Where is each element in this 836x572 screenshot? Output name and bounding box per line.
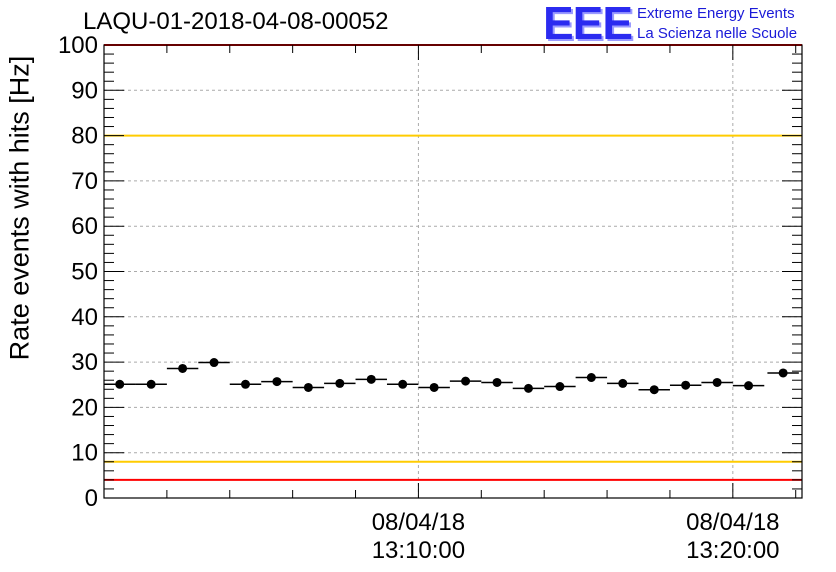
data-point (240, 379, 250, 389)
data-point (744, 381, 754, 391)
y-tick-label: 10 (71, 440, 98, 467)
y-tick-label: 20 (71, 394, 98, 421)
plot-frame (103, 44, 803, 499)
tick-labels: 010203040506070809010008/04/1813:10:0008… (58, 32, 780, 564)
y-tick-label: 90 (71, 77, 98, 104)
data-point (555, 382, 565, 392)
data-point (681, 380, 691, 390)
data-point (209, 358, 219, 368)
data-point (618, 378, 628, 388)
logo-line-1: Extreme Energy Events (637, 5, 795, 22)
data-point (712, 377, 722, 387)
eee-logo-mark: EEE (543, 0, 633, 49)
data-point (272, 377, 282, 387)
data-point (398, 379, 408, 389)
data-point (115, 379, 125, 389)
data-point (492, 377, 502, 387)
x-tick-label-time: 13:20:00 (686, 537, 779, 564)
data-point (649, 385, 659, 395)
data-point (146, 379, 156, 389)
y-axis-label-text: Rate events with hits [Hz] (4, 55, 35, 361)
data-point (178, 363, 188, 373)
y-tick-label: 0 (85, 485, 98, 512)
reference-lines (104, 44, 802, 481)
y-tick-label: 50 (71, 259, 98, 286)
x-tick-label-date: 08/04/18 (372, 509, 465, 536)
y-tick-label: 80 (71, 123, 98, 150)
y-tick-label: 30 (71, 349, 98, 376)
data-point (303, 382, 313, 392)
data-point (586, 373, 596, 383)
data-point (778, 368, 788, 378)
grid-lines (104, 45, 802, 498)
data-point (335, 378, 345, 388)
x-tick-label-time: 13:10:00 (372, 537, 465, 564)
data-point (366, 374, 376, 384)
eee-logo-text: Extreme Energy Events La Scienza nelle S… (637, 4, 797, 44)
logo-line-2: La Scienza nelle Scuole (637, 25, 798, 42)
y-tick-label: 40 (71, 304, 98, 331)
chart-title: LAQU-01-2018-04-08-00052 (83, 8, 389, 35)
data-point (523, 383, 533, 393)
y-tick-label: 70 (71, 168, 98, 195)
data-point (461, 376, 471, 386)
data-point (429, 382, 439, 392)
data-points (104, 358, 799, 395)
x-tick-label-date: 08/04/18 (686, 509, 779, 536)
y-tick-label: 60 (71, 213, 98, 240)
y-tick-label: 100 (58, 32, 98, 59)
